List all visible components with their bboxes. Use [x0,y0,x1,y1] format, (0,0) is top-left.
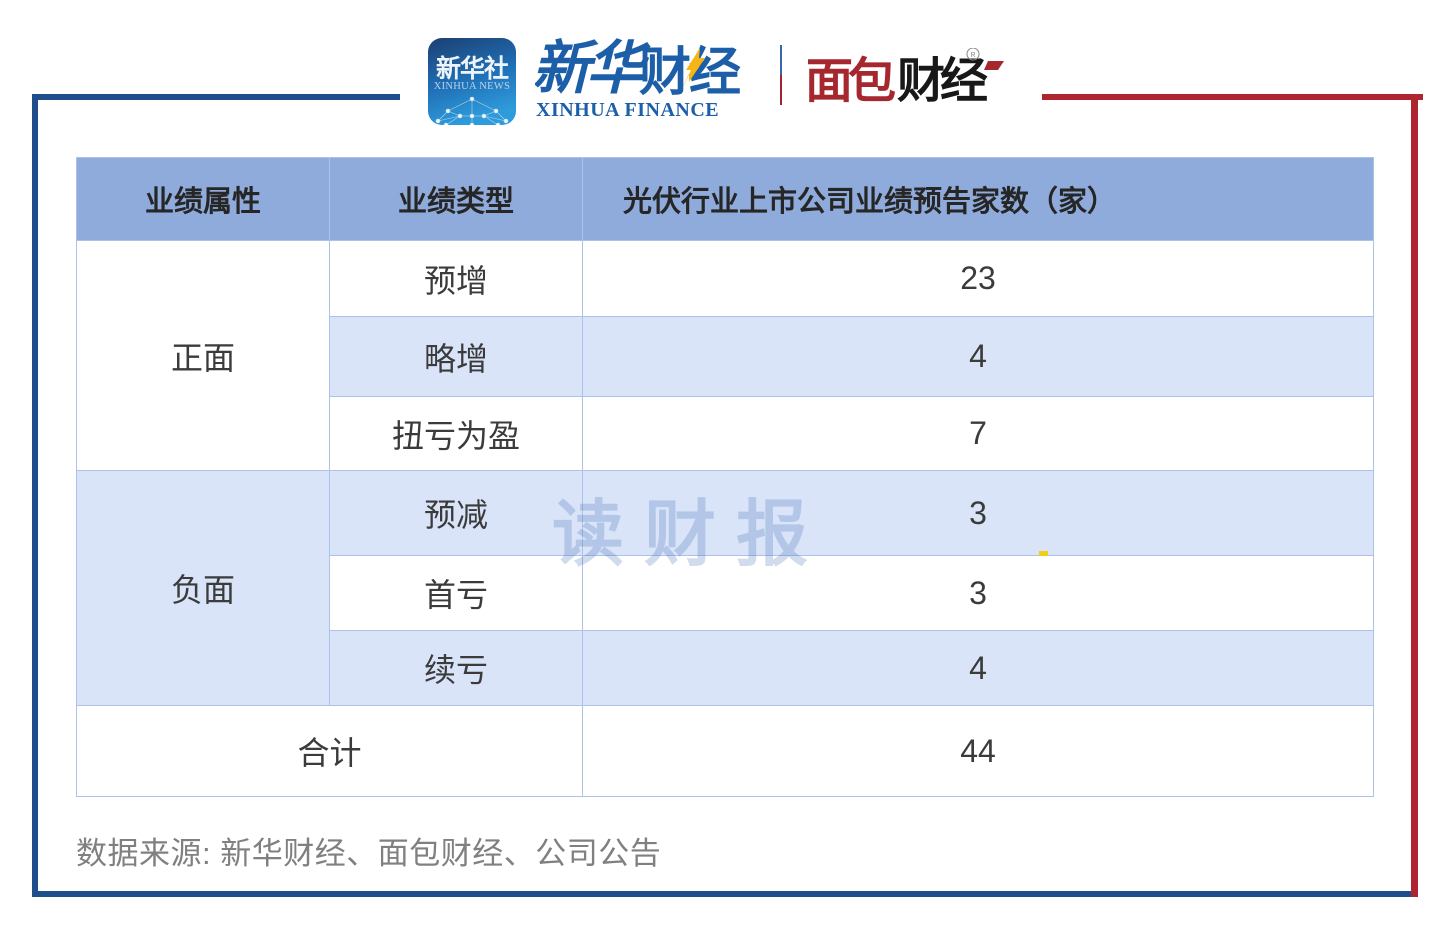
svg-text:XINHUA NEWS: XINHUA NEWS [434,81,511,92]
svg-text:新华: 新华 [535,36,651,101]
svg-text:财经: 财经 [897,55,988,108]
svg-text:XINHUA FINANCE: XINHUA FINANCE [536,99,719,121]
svg-text:R: R [970,52,975,59]
svg-text:新华社: 新华社 [436,54,509,83]
svg-text:面包: 面包 [808,55,895,108]
